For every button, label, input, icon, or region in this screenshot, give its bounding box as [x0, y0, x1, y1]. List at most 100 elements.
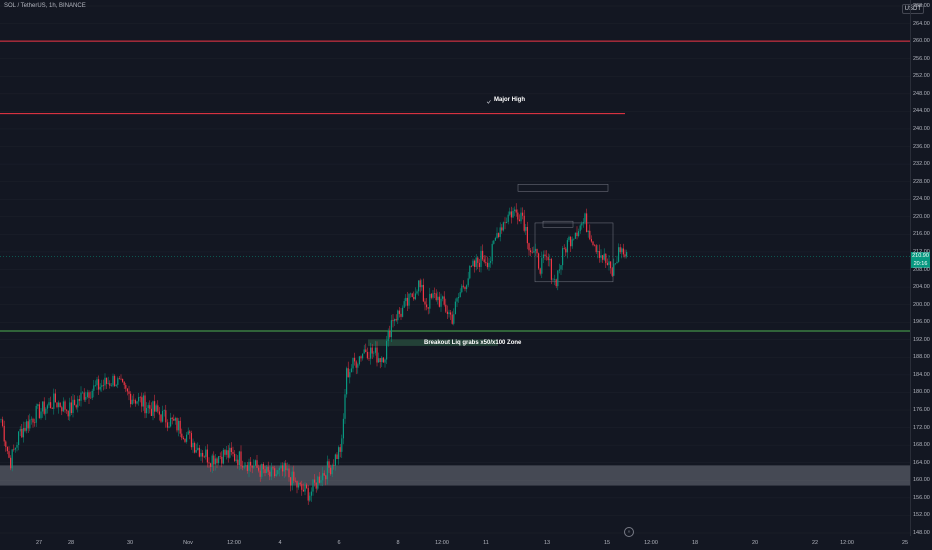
candle-body: [238, 451, 240, 466]
candle-body: [72, 399, 74, 413]
candle-body: [291, 471, 293, 486]
currency-button[interactable]: USDT: [901, 4, 924, 14]
candle-body: [221, 456, 223, 464]
breakout-zone-label: Breakout Liq grabs x50/x100 Zone: [424, 339, 522, 346]
candle-body: [42, 401, 44, 412]
candle-body: [170, 417, 172, 427]
candle-body: [413, 296, 415, 300]
candle-body: [248, 461, 250, 471]
candle-body: [90, 397, 92, 399]
candle-body: [256, 460, 258, 468]
candle-body: [165, 410, 167, 423]
price-tick-label: 184.00: [913, 371, 930, 378]
time-tick-label: 25: [901, 540, 909, 546]
candle-body: [104, 377, 106, 386]
candle-body: [219, 456, 221, 457]
candle-body: [595, 245, 597, 253]
candle-body: [34, 422, 36, 424]
candle-body: [320, 480, 322, 483]
candle-body: [507, 214, 509, 222]
candle-body: [522, 212, 524, 216]
candle-body: [274, 468, 276, 477]
candle-body: [10, 457, 12, 469]
candle-body: [389, 330, 391, 338]
candle-body: [261, 464, 263, 477]
candle-body: [250, 461, 252, 466]
candle-body: [400, 313, 402, 317]
candle-body: [435, 293, 437, 301]
time-tick-label: 28: [67, 540, 75, 546]
candle-body: [142, 395, 144, 407]
price-tick-label: 164.00: [913, 459, 930, 466]
candle-body: [178, 420, 180, 431]
candle-body: [227, 450, 229, 458]
candle-body: [362, 353, 364, 359]
candle-body: [621, 248, 623, 253]
time-tick-label: 12:00: [435, 540, 449, 546]
candle-body: [24, 428, 26, 431]
candle-body: [454, 301, 456, 315]
candle-body: [395, 319, 397, 321]
candle-body: [50, 402, 52, 408]
candle-body: [403, 301, 405, 308]
candle-body: [352, 357, 354, 369]
scroll-to-realtime-icon[interactable]: »: [624, 527, 634, 537]
candle-body: [328, 461, 330, 468]
candle-body: [430, 293, 432, 298]
candle-body: [384, 359, 386, 363]
time-tick-label: 4: [278, 540, 282, 546]
candle-body: [406, 297, 408, 306]
candle-body: [18, 431, 20, 446]
candle-body: [101, 385, 103, 387]
candle-body: [118, 378, 120, 379]
candle-body: [613, 263, 615, 276]
time-tick-label: 6: [337, 540, 341, 546]
candle-body: [624, 254, 626, 257]
candle-body: [280, 465, 282, 469]
price-tick-label: 180.00: [913, 389, 930, 396]
candle-body: [510, 211, 512, 218]
candle-body: [117, 378, 119, 385]
candle-body: [346, 368, 348, 395]
candle-body: [21, 428, 23, 438]
candle-body: [82, 392, 84, 394]
candle-body: [582, 222, 584, 224]
candle-body: [470, 265, 472, 267]
candle-body: [493, 240, 495, 244]
candle-body: [606, 262, 608, 265]
candle-body: [3, 425, 5, 442]
candle-body: [192, 442, 194, 448]
candle-body: [222, 449, 224, 464]
candle-body: [237, 459, 239, 466]
chart-title: SOL / TetherUS, 1h, BINANCE: [4, 3, 86, 9]
candle-body: [411, 293, 413, 297]
candle-body: [530, 250, 532, 253]
candle-body: [80, 392, 82, 401]
range-box: [542, 220, 574, 228]
candle-body: [306, 484, 308, 489]
candle-body: [195, 450, 197, 453]
candle-body: [299, 483, 301, 485]
candle-body: [277, 470, 279, 475]
candle-body: [229, 447, 231, 458]
candle-body: [552, 279, 554, 281]
candle-body: [283, 463, 285, 472]
candle-body: [555, 279, 557, 287]
candle-body: [626, 251, 628, 257]
candle-body: [611, 268, 613, 276]
candle-body: [605, 253, 607, 263]
candle-body: [106, 377, 108, 384]
candle-body: [408, 293, 410, 306]
candle-body: [378, 358, 380, 363]
candle-body: [429, 293, 431, 309]
candle-body: [547, 257, 549, 261]
candle-body: [240, 451, 242, 467]
candle-body: [563, 248, 565, 249]
candle-body: [318, 476, 320, 483]
candle-body: [205, 449, 207, 457]
candle-body: [37, 404, 39, 406]
candle-body: [499, 227, 501, 237]
candle-body: [14, 447, 16, 450]
candle-body: [466, 285, 468, 290]
